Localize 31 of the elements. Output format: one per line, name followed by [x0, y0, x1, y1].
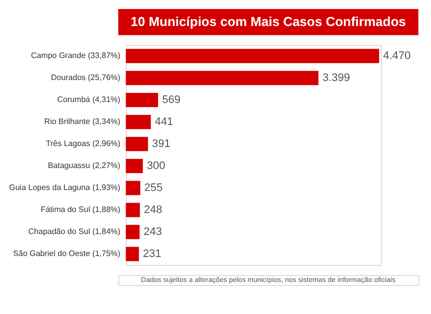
y-tick-label: Três Lagoas (2,96%)	[46, 139, 121, 148]
data-label: 255	[144, 182, 163, 194]
y-tick-label: Bataguassu (2,27%)	[48, 161, 121, 170]
data-label: 441	[154, 116, 174, 128]
data-label: 243	[144, 226, 162, 238]
bar	[126, 92, 158, 108]
y-tick-label: São Gabriel do Oeste (1,75%)	[13, 249, 121, 258]
y-tick-label: Corumbá (4,31%)	[57, 95, 121, 104]
bar	[126, 180, 140, 196]
bar	[126, 114, 151, 130]
bar	[126, 70, 318, 86]
y-tick-label: Fátima do Sul (1,88%)	[40, 205, 121, 214]
y-tick-label: Rio Brilhante (3,34%)	[44, 117, 121, 126]
data-label: 231	[142, 248, 162, 260]
y-tick-label: Guia Lopes da Laguna (1,93%)	[9, 183, 121, 192]
bar	[126, 246, 139, 262]
data-label: 569	[162, 94, 180, 106]
chart-title: 10 Municípios com Mais Casos Confirmados	[130, 14, 406, 29]
bar	[126, 48, 380, 64]
data-label: 391	[152, 138, 170, 150]
y-tick-label: Campo Grande (33,87%)	[30, 51, 121, 60]
data-label: 4.470	[383, 50, 411, 62]
data-label: 248	[144, 204, 162, 216]
bar	[126, 158, 143, 174]
bar	[126, 224, 140, 240]
data-label: 300	[146, 160, 166, 172]
y-tick-label: Dourados (25,76%)	[50, 73, 121, 82]
data-label: 3.399	[322, 72, 350, 84]
bar	[126, 202, 140, 218]
y-tick-label: Chapadão do Sul (1,84%)	[28, 227, 121, 236]
bar	[126, 136, 148, 152]
